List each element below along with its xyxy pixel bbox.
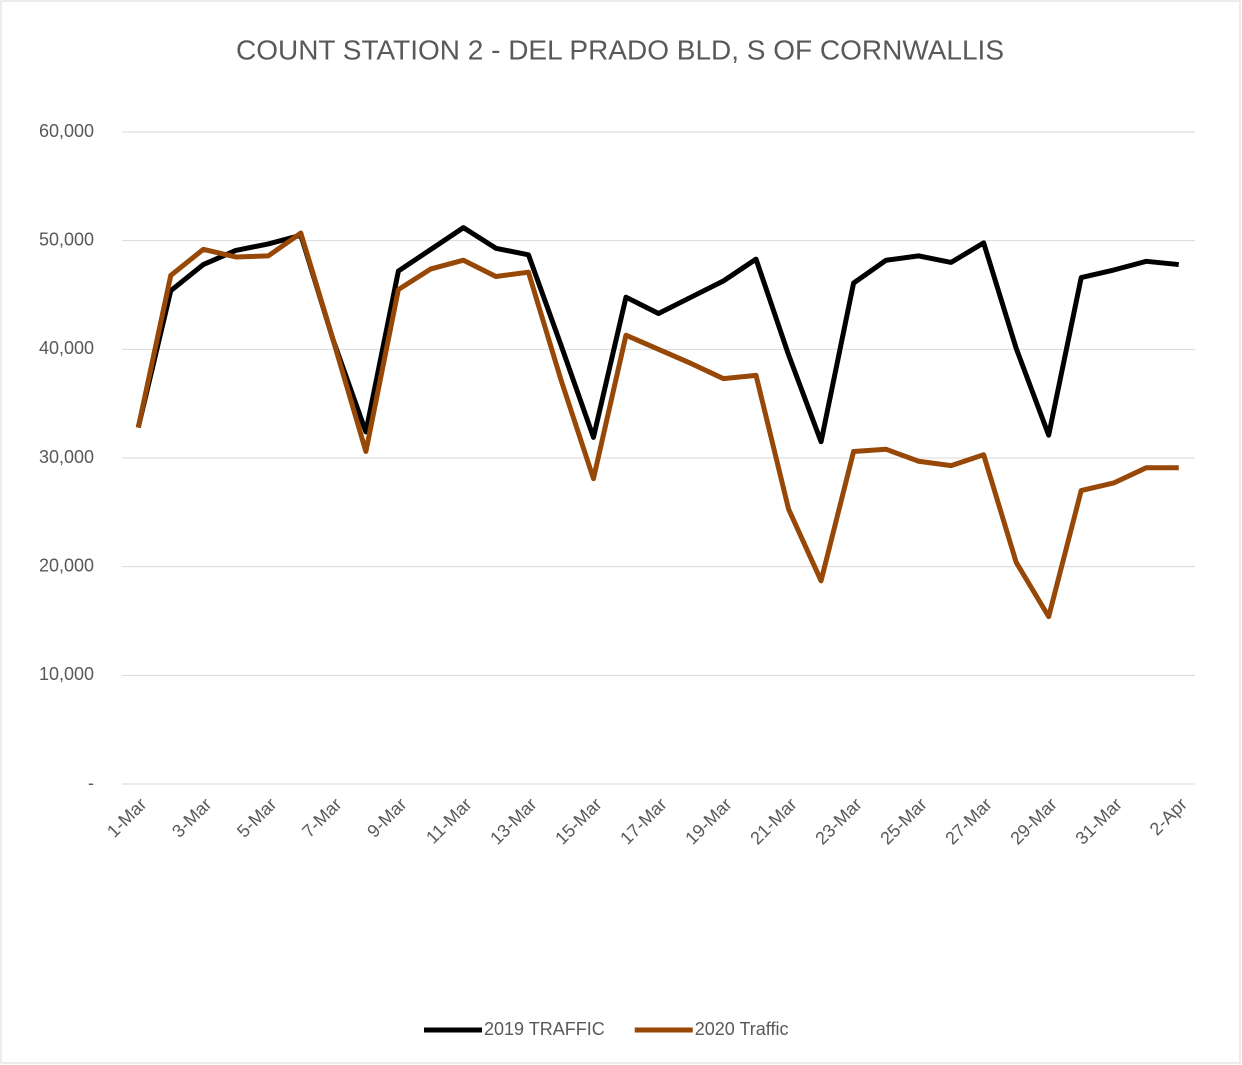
y-tick-label: 30,000 bbox=[39, 447, 94, 467]
chart-title: COUNT STATION 2 - DEL PRADO BLD, S OF CO… bbox=[236, 34, 1004, 65]
legend-label: 2019 TRAFFIC bbox=[484, 1019, 605, 1039]
y-tick-label: 50,000 bbox=[39, 229, 94, 249]
y-tick-label: 60,000 bbox=[39, 121, 94, 141]
line-series bbox=[135, 230, 1179, 620]
y-tick-label: 20,000 bbox=[39, 555, 94, 575]
y-tick-label: 40,000 bbox=[39, 338, 94, 358]
y-tick-label: - bbox=[88, 773, 94, 793]
y-tick-label: 10,000 bbox=[39, 664, 94, 684]
legend-label: 2020 Traffic bbox=[695, 1019, 789, 1039]
